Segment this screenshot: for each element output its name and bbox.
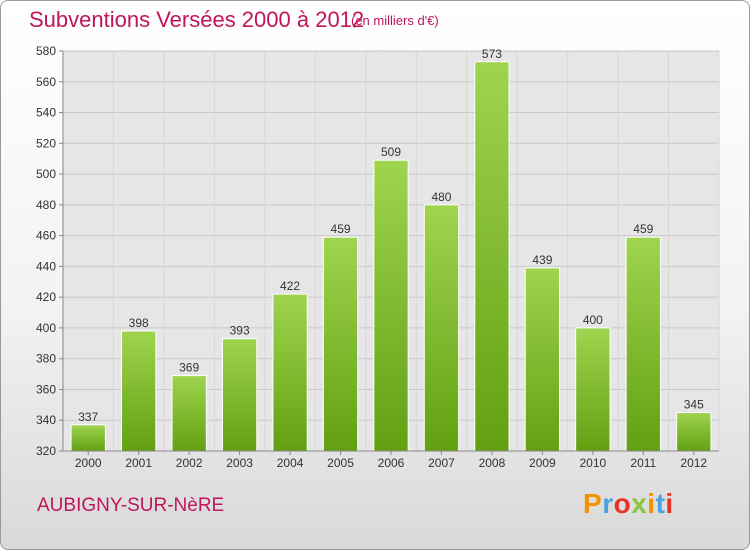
data-label-2000: 337: [78, 410, 98, 424]
logo-letter: o: [613, 488, 632, 519]
logo-letter: r: [602, 488, 614, 519]
bar-2008: [474, 61, 510, 452]
bar-2012: [676, 412, 712, 452]
y-tick-label: 420: [36, 290, 56, 304]
data-label-2011: 459: [633, 222, 653, 236]
data-label-2010: 400: [583, 313, 603, 327]
bar-2000: [70, 424, 106, 452]
y-tick-label: 520: [36, 136, 56, 150]
x-tick-label: 2012: [680, 456, 707, 470]
logo-letter: t: [655, 488, 666, 519]
data-label-2012: 345: [684, 398, 704, 412]
x-tick-label: 2001: [125, 456, 152, 470]
x-tick-label: 2005: [327, 456, 354, 470]
data-label-2007: 480: [431, 190, 451, 204]
data-label-2006: 509: [381, 145, 401, 159]
x-tick-label: 2006: [378, 456, 405, 470]
bar-2005: [322, 236, 359, 452]
x-tick-label: 2010: [579, 456, 606, 470]
chart-subtitle: (en milliers d'€): [351, 13, 439, 28]
y-tick-label: 320: [36, 444, 56, 458]
y-tick-label: 440: [36, 259, 56, 273]
bar-2009: [524, 267, 561, 452]
chart-title: Subventions Versées 2000 à 2012: [29, 7, 365, 32]
y-tick-label: 340: [36, 413, 56, 427]
x-tick-label: 2000: [75, 456, 102, 470]
y-tick-label: 560: [36, 75, 56, 89]
data-label-2004: 422: [280, 279, 300, 293]
commune-name: AUBIGNY-SUR-NèRE: [37, 495, 225, 516]
axes: 320 340 360 380 400 420 440 460 480 500 520 540 560 5…: [36, 44, 719, 470]
bar-2007: [423, 204, 460, 452]
y-tick-label: 580: [36, 44, 56, 58]
y-tick-label: 380: [36, 352, 56, 366]
x-tick-label: 2002: [176, 456, 203, 470]
bar-2006: [373, 159, 409, 452]
data-label-2003: 393: [230, 324, 250, 338]
x-tick-label: 2004: [277, 456, 304, 470]
logo-letter: x: [631, 488, 648, 519]
x-tick-label: 2003: [226, 456, 253, 470]
x-tick-label: 2011: [630, 456, 656, 470]
logo-letter: i: [647, 488, 656, 519]
y-tick-label: 460: [36, 229, 56, 243]
bar-2010: [575, 327, 611, 452]
y-tick-label: 400: [36, 321, 56, 335]
data-label-2009: 439: [532, 253, 552, 267]
data-label-2001: 398: [129, 316, 149, 330]
x-tick-label: 2007: [428, 456, 455, 470]
bar-2002: [171, 375, 207, 452]
y-tick-label: 480: [36, 198, 56, 212]
x-tick-label: 2008: [479, 456, 506, 470]
data-label-2005: 459: [331, 222, 351, 236]
bar-2003: [221, 338, 258, 452]
bar-2004: [272, 293, 308, 452]
y-tick-label: 540: [36, 106, 56, 120]
y-tick-label: 500: [36, 167, 56, 181]
x-tick-label: 2009: [529, 456, 556, 470]
bar-2011: [625, 236, 661, 452]
logo-letter: i: [665, 488, 674, 519]
data-label-2008: 573: [482, 47, 502, 61]
y-tick-label: 360: [36, 382, 56, 396]
bar-2001: [121, 330, 157, 452]
data-labels: 337 398 369 393 422 459 509 480 573 439 400 459 345: [78, 47, 704, 424]
data-label-2002: 369: [179, 361, 199, 375]
logo-letter: P: [583, 488, 603, 519]
proxiti-logo: Proxiti: [583, 488, 674, 520]
